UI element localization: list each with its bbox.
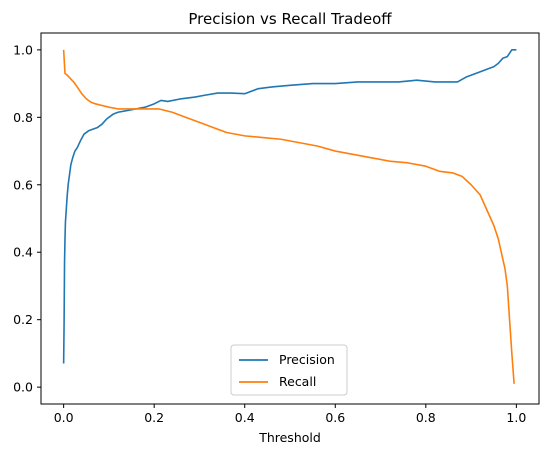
- y-tick-label: 0.2: [13, 312, 33, 327]
- y-tick-label: 0.4: [13, 245, 33, 260]
- y-tick-label: 1.0: [13, 42, 33, 57]
- series-line-recall: [62, 49, 515, 384]
- x-axis-label: Threshold: [258, 430, 321, 445]
- series-line-precision: [62, 49, 517, 364]
- x-tick-label: 1.0: [506, 410, 526, 425]
- x-tick-label: 0.6: [325, 410, 345, 425]
- y-tick-label: 0.8: [13, 110, 33, 125]
- x-tick-label: 0.0: [54, 410, 74, 425]
- y-axis: 0.0 0.2 0.4 0.6 0.8 1.0: [13, 42, 41, 395]
- legend-label-precision: Precision: [279, 352, 335, 367]
- x-tick-label: 0.8: [416, 410, 436, 425]
- plot-frame: [40, 32, 540, 405]
- chart-title: Precision vs Recall Tradeoff: [188, 10, 392, 28]
- x-axis: 0.0 0.2 0.4 0.6 0.8 1.0: [54, 404, 526, 425]
- legend: Precision Recall: [230, 344, 348, 396]
- x-tick-label: 0.2: [144, 410, 164, 425]
- series-layer: [62, 49, 517, 384]
- legend-label-recall: Recall: [279, 374, 316, 389]
- y-tick-label: 0.6: [13, 177, 33, 192]
- x-tick-label: 0.4: [235, 410, 255, 425]
- y-tick-label: 0.0: [13, 380, 33, 395]
